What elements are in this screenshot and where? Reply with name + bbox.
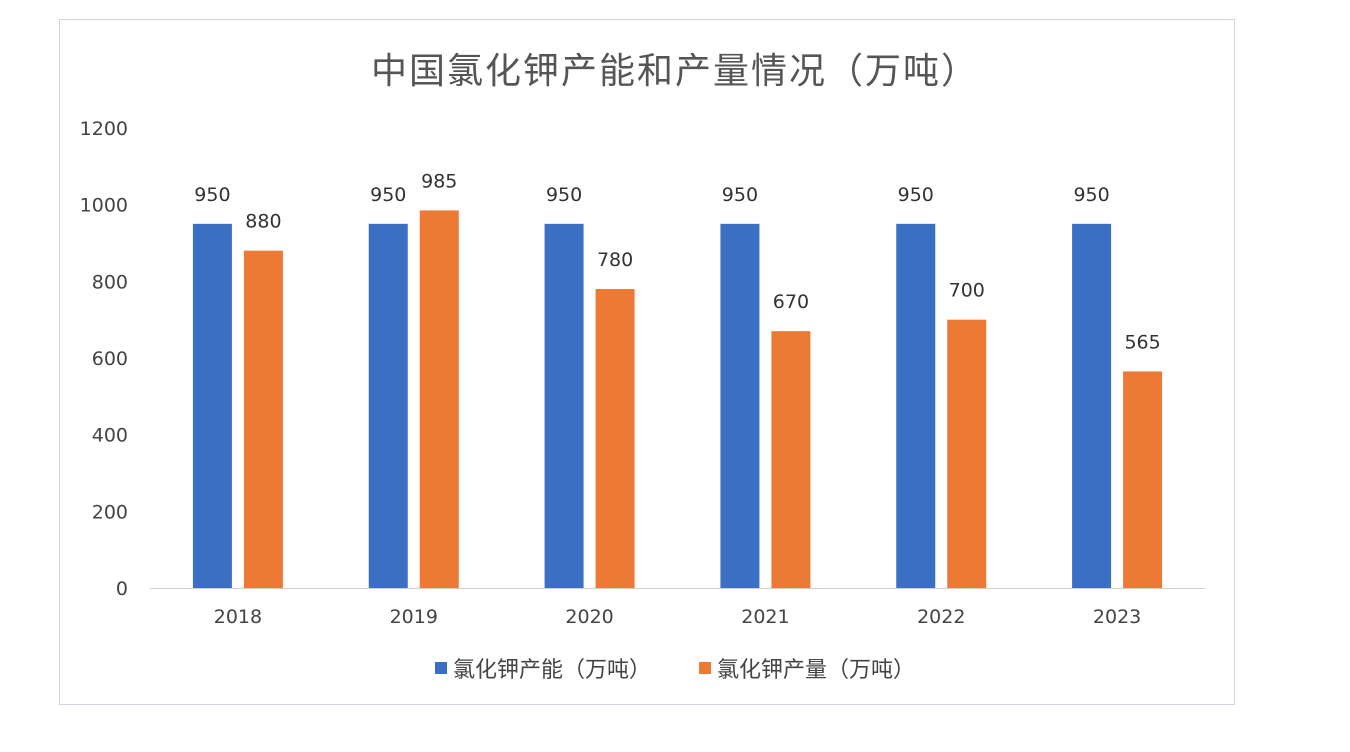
y-tick-label: 600 xyxy=(92,348,128,370)
bar-output-2019 xyxy=(419,210,459,588)
legend-item-output: 氯化钾产量（万吨） xyxy=(699,652,915,684)
x-tick-label: 2021 xyxy=(741,606,789,628)
chart-title: 中国氯化钾产能和产量情况（万吨） xyxy=(370,51,979,92)
data-label-capacity-2020: 950 xyxy=(546,184,582,206)
legend-label-capacity: 氯化钾产能（万吨） xyxy=(452,658,651,683)
legend-item-capacity: 氯化钾产能（万吨） xyxy=(434,652,651,684)
x-tick-label: 2023 xyxy=(1093,606,1141,628)
legend-swatch-output xyxy=(699,662,711,674)
chart-legend: 氯化钾产能（万吨） 氯化钾产量（万吨） xyxy=(0,652,1350,684)
legend-swatch-capacity xyxy=(434,662,447,674)
bar-output-2018 xyxy=(243,250,283,588)
y-tick-label: 1000 xyxy=(80,195,128,217)
x-tick-label: 2018 xyxy=(214,606,262,628)
data-label-output-2020: 780 xyxy=(597,249,633,271)
y-tick-label: 1200 xyxy=(80,118,128,140)
bar-capacity-2020 xyxy=(544,223,584,589)
y-tick-label: 0 xyxy=(116,578,128,600)
data-label-output-2021: 670 xyxy=(773,291,809,313)
bar-capacity-2021 xyxy=(720,223,760,589)
data-label-capacity-2023: 950 xyxy=(1073,184,1109,206)
x-tick-label: 2022 xyxy=(917,606,965,628)
data-label-output-2023: 565 xyxy=(1124,331,1160,353)
bar-capacity-2019 xyxy=(368,223,408,589)
y-tick-label: 400 xyxy=(92,425,128,447)
data-label-capacity-2018: 950 xyxy=(194,184,230,206)
x-tick-label: 2020 xyxy=(565,606,613,628)
bar-output-2023 xyxy=(1123,371,1163,588)
y-tick-label: 800 xyxy=(92,271,128,293)
bar-capacity-2018 xyxy=(192,223,232,589)
bar-output-2022 xyxy=(947,319,987,588)
bar-capacity-2022 xyxy=(896,223,936,589)
y-tick-label: 200 xyxy=(92,501,128,523)
bar-capacity-2023 xyxy=(1072,223,1112,589)
data-label-output-2022: 700 xyxy=(949,280,985,302)
x-tick-label: 2019 xyxy=(390,606,438,628)
bar-output-2020 xyxy=(595,289,635,588)
data-label-output-2019: 985 xyxy=(421,170,457,192)
data-label-output-2018: 880 xyxy=(245,211,281,233)
data-label-capacity-2019: 950 xyxy=(370,184,406,206)
data-label-capacity-2021: 950 xyxy=(722,184,758,206)
data-label-capacity-2022: 950 xyxy=(898,184,934,206)
bar-output-2021 xyxy=(771,331,811,588)
legend-label-output: 氯化钾产量（万吨） xyxy=(717,658,916,683)
